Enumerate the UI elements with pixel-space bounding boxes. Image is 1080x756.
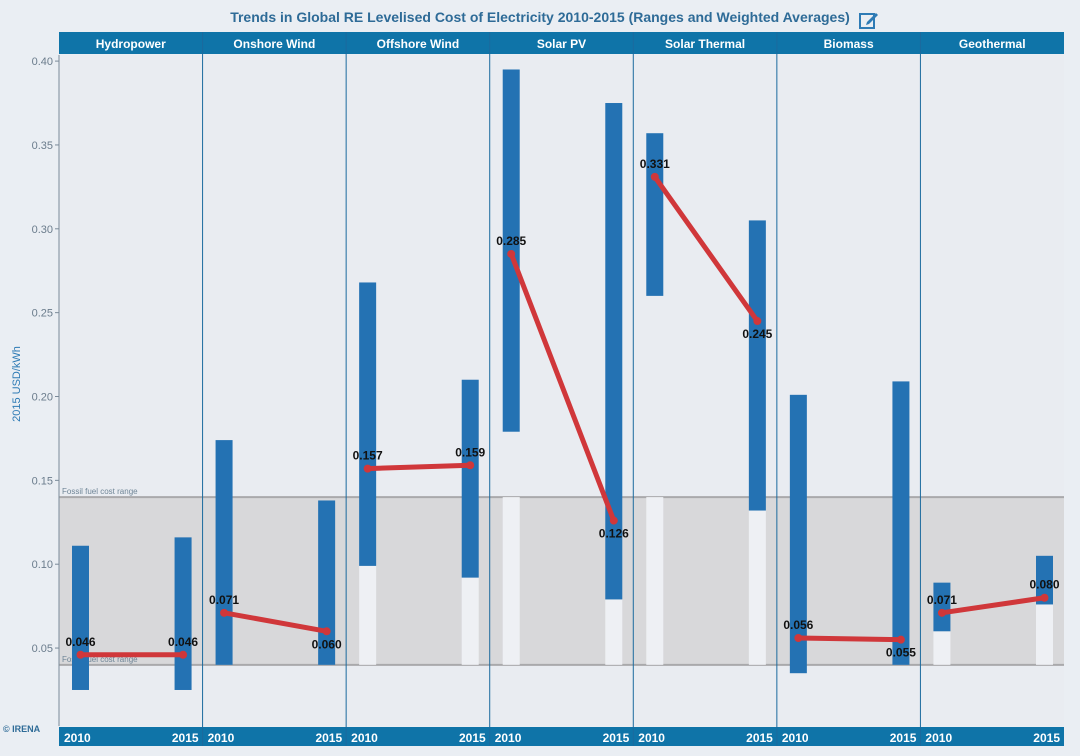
- category-label: Hydropower: [96, 37, 166, 51]
- average-point: [896, 635, 905, 644]
- average-point: [76, 650, 85, 659]
- y-axis-label: 2015 USD/kWh: [11, 346, 23, 422]
- average-line: [795, 635, 904, 643]
- bar-lower-segment: [359, 565, 377, 665]
- y-tick-label: 0.35: [32, 140, 53, 152]
- category-label: Geothermal: [959, 37, 1026, 51]
- category-header: [59, 32, 1064, 54]
- range-bar-2015: [605, 103, 623, 600]
- bar-lower-segment: [502, 497, 520, 665]
- year-label: 2015: [603, 731, 630, 745]
- average-point: [220, 608, 229, 617]
- category-label: Offshore Wind: [377, 37, 460, 51]
- bar-lower-segment: [605, 599, 623, 665]
- range-bar-2015: [1036, 555, 1053, 605]
- average-point: [466, 461, 475, 470]
- range-bar-2010: [789, 394, 807, 674]
- y-tick-label: 0.15: [32, 475, 53, 487]
- average-point: [609, 516, 618, 525]
- year-label: 2015: [890, 731, 917, 745]
- category-label: Onshore Wind: [233, 37, 315, 51]
- year-label: 2010: [208, 731, 235, 745]
- average-label: 0.055: [886, 646, 916, 660]
- average-label: 0.331: [640, 157, 670, 171]
- range-bar-2010: [646, 133, 664, 296]
- y-tick-label: 0.30: [32, 224, 53, 236]
- average-point: [794, 633, 803, 642]
- average-point: [179, 650, 188, 659]
- range-bar-2015: [174, 537, 192, 690]
- fossil-band-label-bottom: Fossil fuel cost range: [62, 655, 138, 664]
- y-tick-label: 0.10: [32, 559, 53, 571]
- average-point: [363, 464, 372, 473]
- year-label: 2010: [64, 731, 91, 745]
- average-point: [322, 627, 331, 636]
- average-line: [652, 174, 760, 324]
- average-line: [365, 462, 473, 472]
- y-tick-label: 0.25: [32, 308, 53, 320]
- average-point: [1040, 593, 1049, 602]
- range-bar-2015: [318, 500, 336, 665]
- y-tick-label: 0.05: [32, 643, 53, 655]
- average-label: 0.071: [209, 593, 239, 607]
- chart-title: Trends in Global RE Levelised Cost of El…: [230, 9, 850, 25]
- average-line: [508, 251, 617, 524]
- year-label: 2015: [1033, 731, 1060, 745]
- bar-lower-segment: [748, 510, 766, 665]
- range-bar-2010: [359, 282, 377, 566]
- average-point: [753, 317, 762, 326]
- category-label: Biomass: [824, 37, 874, 51]
- average-label: 0.046: [168, 635, 198, 649]
- year-label: 2010: [495, 731, 522, 745]
- bar-lower-segment: [646, 497, 664, 665]
- year-label: 2015: [459, 731, 486, 745]
- category-label: Solar PV: [537, 37, 586, 51]
- fossil-band-label-top: Fossil fuel cost range: [62, 487, 138, 496]
- average-label: 0.157: [353, 449, 383, 463]
- year-label: 2010: [925, 731, 952, 745]
- year-footer: [59, 727, 1064, 746]
- average-label: 0.060: [312, 637, 342, 651]
- average-line: [221, 610, 330, 634]
- year-label: 2015: [746, 731, 773, 745]
- average-label: 0.245: [742, 327, 772, 341]
- average-label: 0.126: [599, 527, 629, 541]
- average-label: 0.080: [1029, 578, 1059, 592]
- year-label: 2015: [172, 731, 199, 745]
- range-bar-2015: [748, 220, 766, 511]
- average-label: 0.285: [496, 234, 526, 248]
- range-bar-2015: [461, 379, 479, 578]
- copyright: © IRENA: [3, 724, 41, 734]
- y-tick-label: 0.20: [32, 392, 53, 404]
- average-point: [650, 172, 659, 181]
- year-label: 2010: [638, 731, 665, 745]
- average-label: 0.159: [455, 445, 485, 459]
- fossil-band: [59, 497, 1064, 665]
- year-label: 2015: [315, 731, 342, 745]
- range-bar-2010: [215, 440, 233, 665]
- edit-icon[interactable]: [859, 11, 879, 29]
- average-label: 0.056: [783, 618, 813, 632]
- range-bar-2015: [892, 381, 910, 665]
- average-label: 0.071: [927, 593, 957, 607]
- range-bar-2010: [933, 582, 951, 632]
- category-label: Solar Thermal: [665, 37, 745, 51]
- average-line: [939, 595, 1047, 616]
- bar-lower-segment: [461, 577, 479, 665]
- bar-lower-segment: [1036, 604, 1053, 665]
- average-point: [507, 249, 516, 258]
- average-point: [937, 608, 946, 617]
- y-tick-label: 0.40: [32, 56, 53, 68]
- average-label: 0.046: [65, 635, 95, 649]
- range-bar-2010: [72, 545, 89, 690]
- year-label: 2010: [782, 731, 809, 745]
- bar-lower-segment: [933, 631, 951, 665]
- year-label: 2010: [351, 731, 378, 745]
